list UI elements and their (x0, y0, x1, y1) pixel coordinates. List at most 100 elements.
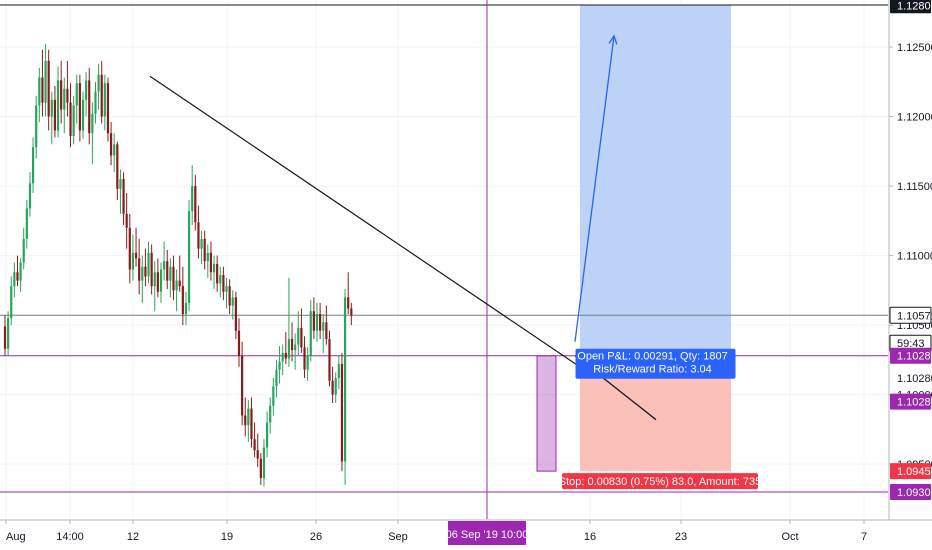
candle-body (212, 263, 216, 273)
price-tag: 1.09300 (890, 484, 932, 500)
candle-body (88, 80, 91, 134)
candle-body (153, 272, 156, 287)
candle (106, 77, 110, 142)
price-tag-bg (890, 393, 931, 410)
candle (284, 332, 287, 365)
candle-body (203, 238, 206, 262)
candle (131, 234, 135, 281)
candle-body (309, 311, 312, 356)
candle (78, 74, 81, 142)
candlestick-series (3, 44, 557, 487)
candle-body (60, 80, 63, 110)
candle (141, 255, 144, 303)
candle (290, 322, 294, 362)
candle-body (103, 83, 106, 117)
candle (103, 74, 106, 131)
candle-body (7, 318, 10, 349)
candle (166, 250, 169, 289)
candle (44, 44, 47, 117)
price-tag-label: 1.10280 (897, 373, 932, 385)
candle (241, 341, 244, 426)
candle (94, 81, 97, 124)
candle (244, 397, 247, 437)
candle-body (265, 422, 269, 448)
candle (144, 248, 147, 287)
candle (41, 49, 44, 117)
candle-body (100, 74, 103, 117)
candle-body (294, 344, 297, 351)
candle-body (209, 252, 213, 273)
time-axis[interactable]: Aug 14:00 12 19 26 Sep 16 23 Oct 7 06 Sep '19 10:0… (0, 519, 932, 550)
candle (119, 169, 122, 214)
candle (172, 255, 175, 301)
stop-box (562, 473, 758, 490)
candle (153, 261, 156, 312)
position-zones (580, 5, 731, 472)
candle (184, 291, 188, 326)
price-axis-bg (889, 0, 932, 520)
candle-body (262, 447, 266, 479)
candle (134, 227, 138, 267)
candle-body (281, 352, 284, 362)
candle-body (128, 227, 131, 270)
candle-body (200, 238, 203, 249)
candle (325, 305, 328, 345)
candle-body (63, 88, 66, 110)
time-tick-label: 26 (310, 531, 322, 543)
candle-body (78, 83, 81, 131)
candle (228, 279, 231, 314)
candle (97, 63, 100, 110)
candle-body (237, 330, 241, 356)
price-tag-label: 1.10280 (897, 397, 932, 409)
candle (28, 172, 32, 217)
price-tag-label: 59:43 (897, 338, 925, 350)
candle-body (343, 297, 347, 462)
trendline[interactable] (149, 75, 589, 373)
candle (187, 199, 191, 312)
highlight-box (536, 355, 557, 472)
time-tick-label: Oct (781, 531, 798, 543)
candle (328, 330, 331, 387)
candle (253, 422, 256, 458)
candle-body (53, 99, 57, 131)
candle-body (166, 261, 169, 281)
candle-body (163, 261, 166, 270)
candle-body (44, 60, 47, 103)
candle (219, 266, 222, 298)
candle-body (306, 355, 309, 370)
candle-body (331, 380, 334, 395)
candle-body (72, 105, 75, 136)
candle (212, 255, 216, 289)
candle (278, 345, 281, 384)
target-arrow[interactable] (574, 35, 615, 342)
candle (100, 60, 103, 124)
price-axis[interactable]: 1.125001.120001.115001.110001.105001.100… (888, 0, 932, 520)
price-tag: 1.09450 (890, 463, 932, 480)
candle (303, 336, 306, 378)
price-tag: 59:43 (889, 334, 932, 352)
candle (178, 255, 181, 292)
candle-body (175, 280, 178, 291)
candle-body (328, 339, 331, 381)
candle (216, 255, 219, 292)
candle (340, 352, 344, 472)
price-tag: 1.10280 (890, 393, 932, 410)
candle-body (150, 252, 153, 287)
candle (122, 172, 125, 225)
candle (91, 102, 94, 164)
candle (203, 230, 206, 270)
candle-body (159, 269, 163, 292)
candle (322, 313, 325, 353)
candle-body (116, 144, 119, 189)
candle-body (35, 105, 38, 148)
candle (169, 258, 172, 298)
candle-body (75, 83, 78, 106)
time-tick-label: 19 (221, 531, 233, 543)
candle-body (244, 415, 247, 426)
candle-body (22, 238, 25, 263)
candle-body (141, 266, 144, 281)
candle-body (231, 297, 234, 306)
candle-body (247, 408, 250, 426)
horizontal-lines (0, 4, 888, 493)
